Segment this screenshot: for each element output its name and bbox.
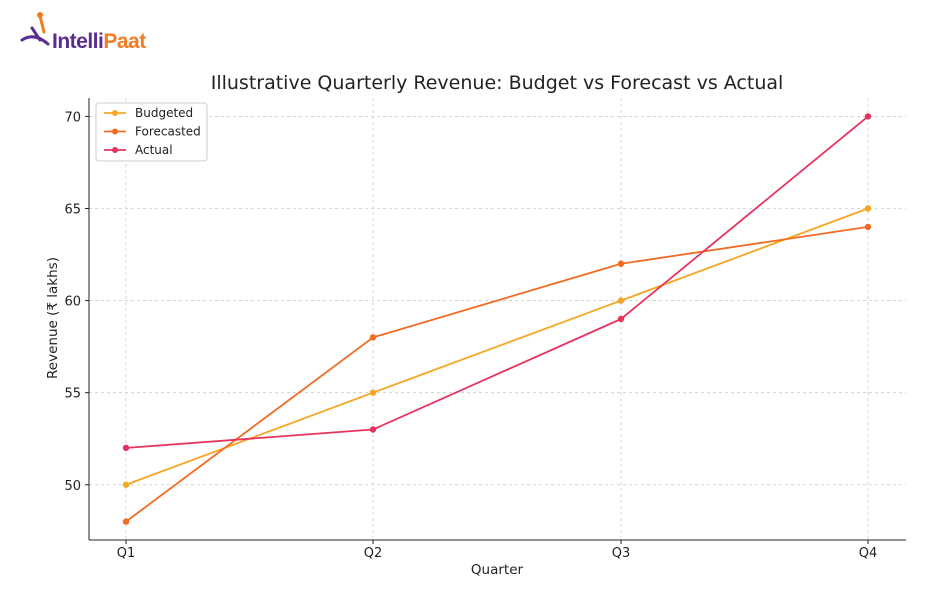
series-line-actual: [125, 115, 869, 449]
brand-name: IntelliPaat: [52, 30, 146, 54]
y-tick-label: 55: [64, 387, 81, 402]
brand-name-part2: Paat: [103, 30, 146, 53]
data-point-actual: [369, 426, 377, 433]
y-tick-label: 60: [64, 295, 81, 310]
legend-label: Actual: [135, 143, 173, 157]
data-point-budgeted: [369, 389, 377, 396]
data-point-forecasted: [864, 223, 872, 231]
brand-name-part1: Intelli: [52, 30, 104, 53]
x-tick-label: Q1: [117, 546, 136, 561]
data-point-budgeted: [617, 297, 625, 304]
x-tick-label: Q2: [364, 546, 383, 561]
data-point-forecasted: [122, 518, 130, 525]
data-point-actual: [617, 315, 625, 323]
legend-label: Budgeted: [135, 106, 193, 120]
legend: Budgeted Forecasted Actual: [95, 102, 208, 162]
legend-swatch-marker: [112, 128, 118, 135]
y-axis-label: Revenue (₹ lakhs): [45, 257, 61, 379]
data-point-forecasted: [369, 334, 377, 341]
data-point-forecasted: [617, 260, 625, 267]
data-point-actual: [864, 113, 872, 120]
logo-figure-icon: [20, 12, 50, 46]
x-axis-label: Quarter: [471, 562, 524, 578]
series-group: [122, 113, 872, 525]
brand-logo: IntelliPaat: [18, 10, 158, 54]
x-tick-label: Q4: [859, 546, 878, 561]
series-line-budgeted: [125, 207, 869, 486]
y-tick-label: 50: [64, 479, 81, 494]
y-tick-label: 70: [64, 110, 81, 125]
chart-title: Illustrative Quarterly Revenue: Budget v…: [211, 72, 784, 94]
axes: 50 55 60 65 70 Q1 Q2 Q3 Q4: [64, 98, 906, 561]
data-point-actual: [122, 444, 130, 452]
legend-label: Forecasted: [135, 125, 201, 139]
data-point-budgeted: [864, 205, 872, 212]
series-line-forecasted: [125, 226, 869, 523]
legend-swatch-marker: [112, 110, 118, 116]
legend-box: [95, 102, 208, 162]
x-tick-label: Q3: [612, 546, 631, 561]
y-tick-label: 65: [64, 203, 81, 218]
grid-lines: [89, 98, 906, 540]
legend-swatch-marker: [112, 147, 118, 153]
data-point-budgeted: [122, 481, 130, 488]
